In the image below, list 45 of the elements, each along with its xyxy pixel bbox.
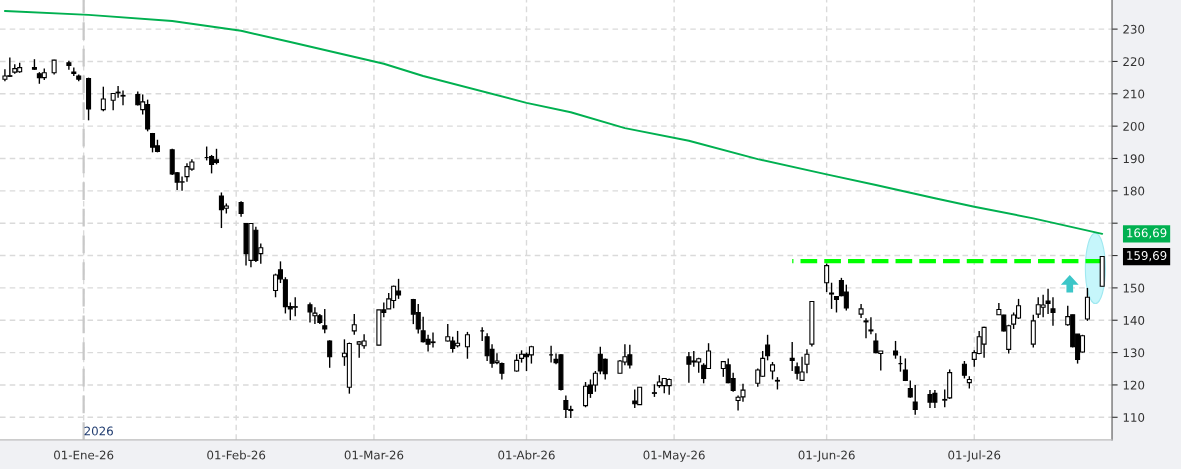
x-tick-label: 01-Ene-26 — [54, 450, 114, 460]
candlestick — [209, 154, 215, 175]
candlestick — [100, 85, 106, 112]
candlestick — [322, 308, 328, 334]
ref-line-label: 2026 — [84, 426, 113, 436]
candlestick — [602, 357, 608, 381]
candlestick — [912, 384, 918, 416]
candlestick — [583, 381, 589, 408]
x-tick-label: 01-Jul-26 — [948, 450, 1001, 462]
candlestick — [1084, 287, 1090, 322]
candlestick — [327, 339, 333, 369]
candlestick — [632, 388, 638, 409]
candlestick — [1030, 314, 1036, 349]
candlestick — [829, 282, 835, 310]
y-tick-label: 220 — [1123, 57, 1145, 67]
candlestick — [351, 313, 357, 336]
candlestick — [686, 351, 692, 384]
candlestick — [292, 296, 298, 318]
y-tick-label: 230 — [1123, 24, 1145, 34]
x-tick-label: 01-May-26 — [643, 450, 705, 462]
x-tick-label: 01-Jun-26 — [798, 450, 855, 462]
candlestick — [464, 331, 470, 360]
y-tick-label: 110 — [1123, 413, 1145, 422]
y-tick-label: 210 — [1123, 89, 1145, 99]
text: 159,69 — [1127, 251, 1167, 262]
candlestick — [666, 377, 672, 396]
y-tick-label: 130 — [1123, 348, 1145, 358]
x-tick-label: 01-Feb-26 — [207, 450, 266, 460]
candlestick — [789, 341, 795, 372]
x-tick-label: 01-Mar-26 — [344, 450, 404, 460]
candlestick — [981, 326, 987, 359]
candlestick — [592, 370, 598, 393]
y-tick-label: 150 — [1123, 283, 1145, 293]
y-tick-label: 140 — [1123, 315, 1145, 325]
y-tick-label: 190 — [1123, 154, 1145, 164]
candlestick — [824, 262, 830, 293]
y-tick-label: 120 — [1123, 380, 1145, 390]
y-tick-label: 200 — [1123, 121, 1145, 131]
text: 166,69 — [1127, 228, 1167, 239]
candlestick — [765, 334, 771, 362]
x-tick-label: 01-Abr-26 — [498, 450, 555, 460]
candlestick — [563, 394, 569, 419]
y-tick-label: 180 — [1123, 186, 1145, 196]
candlestick — [843, 283, 849, 312]
line-series — [3, 10, 1104, 235]
